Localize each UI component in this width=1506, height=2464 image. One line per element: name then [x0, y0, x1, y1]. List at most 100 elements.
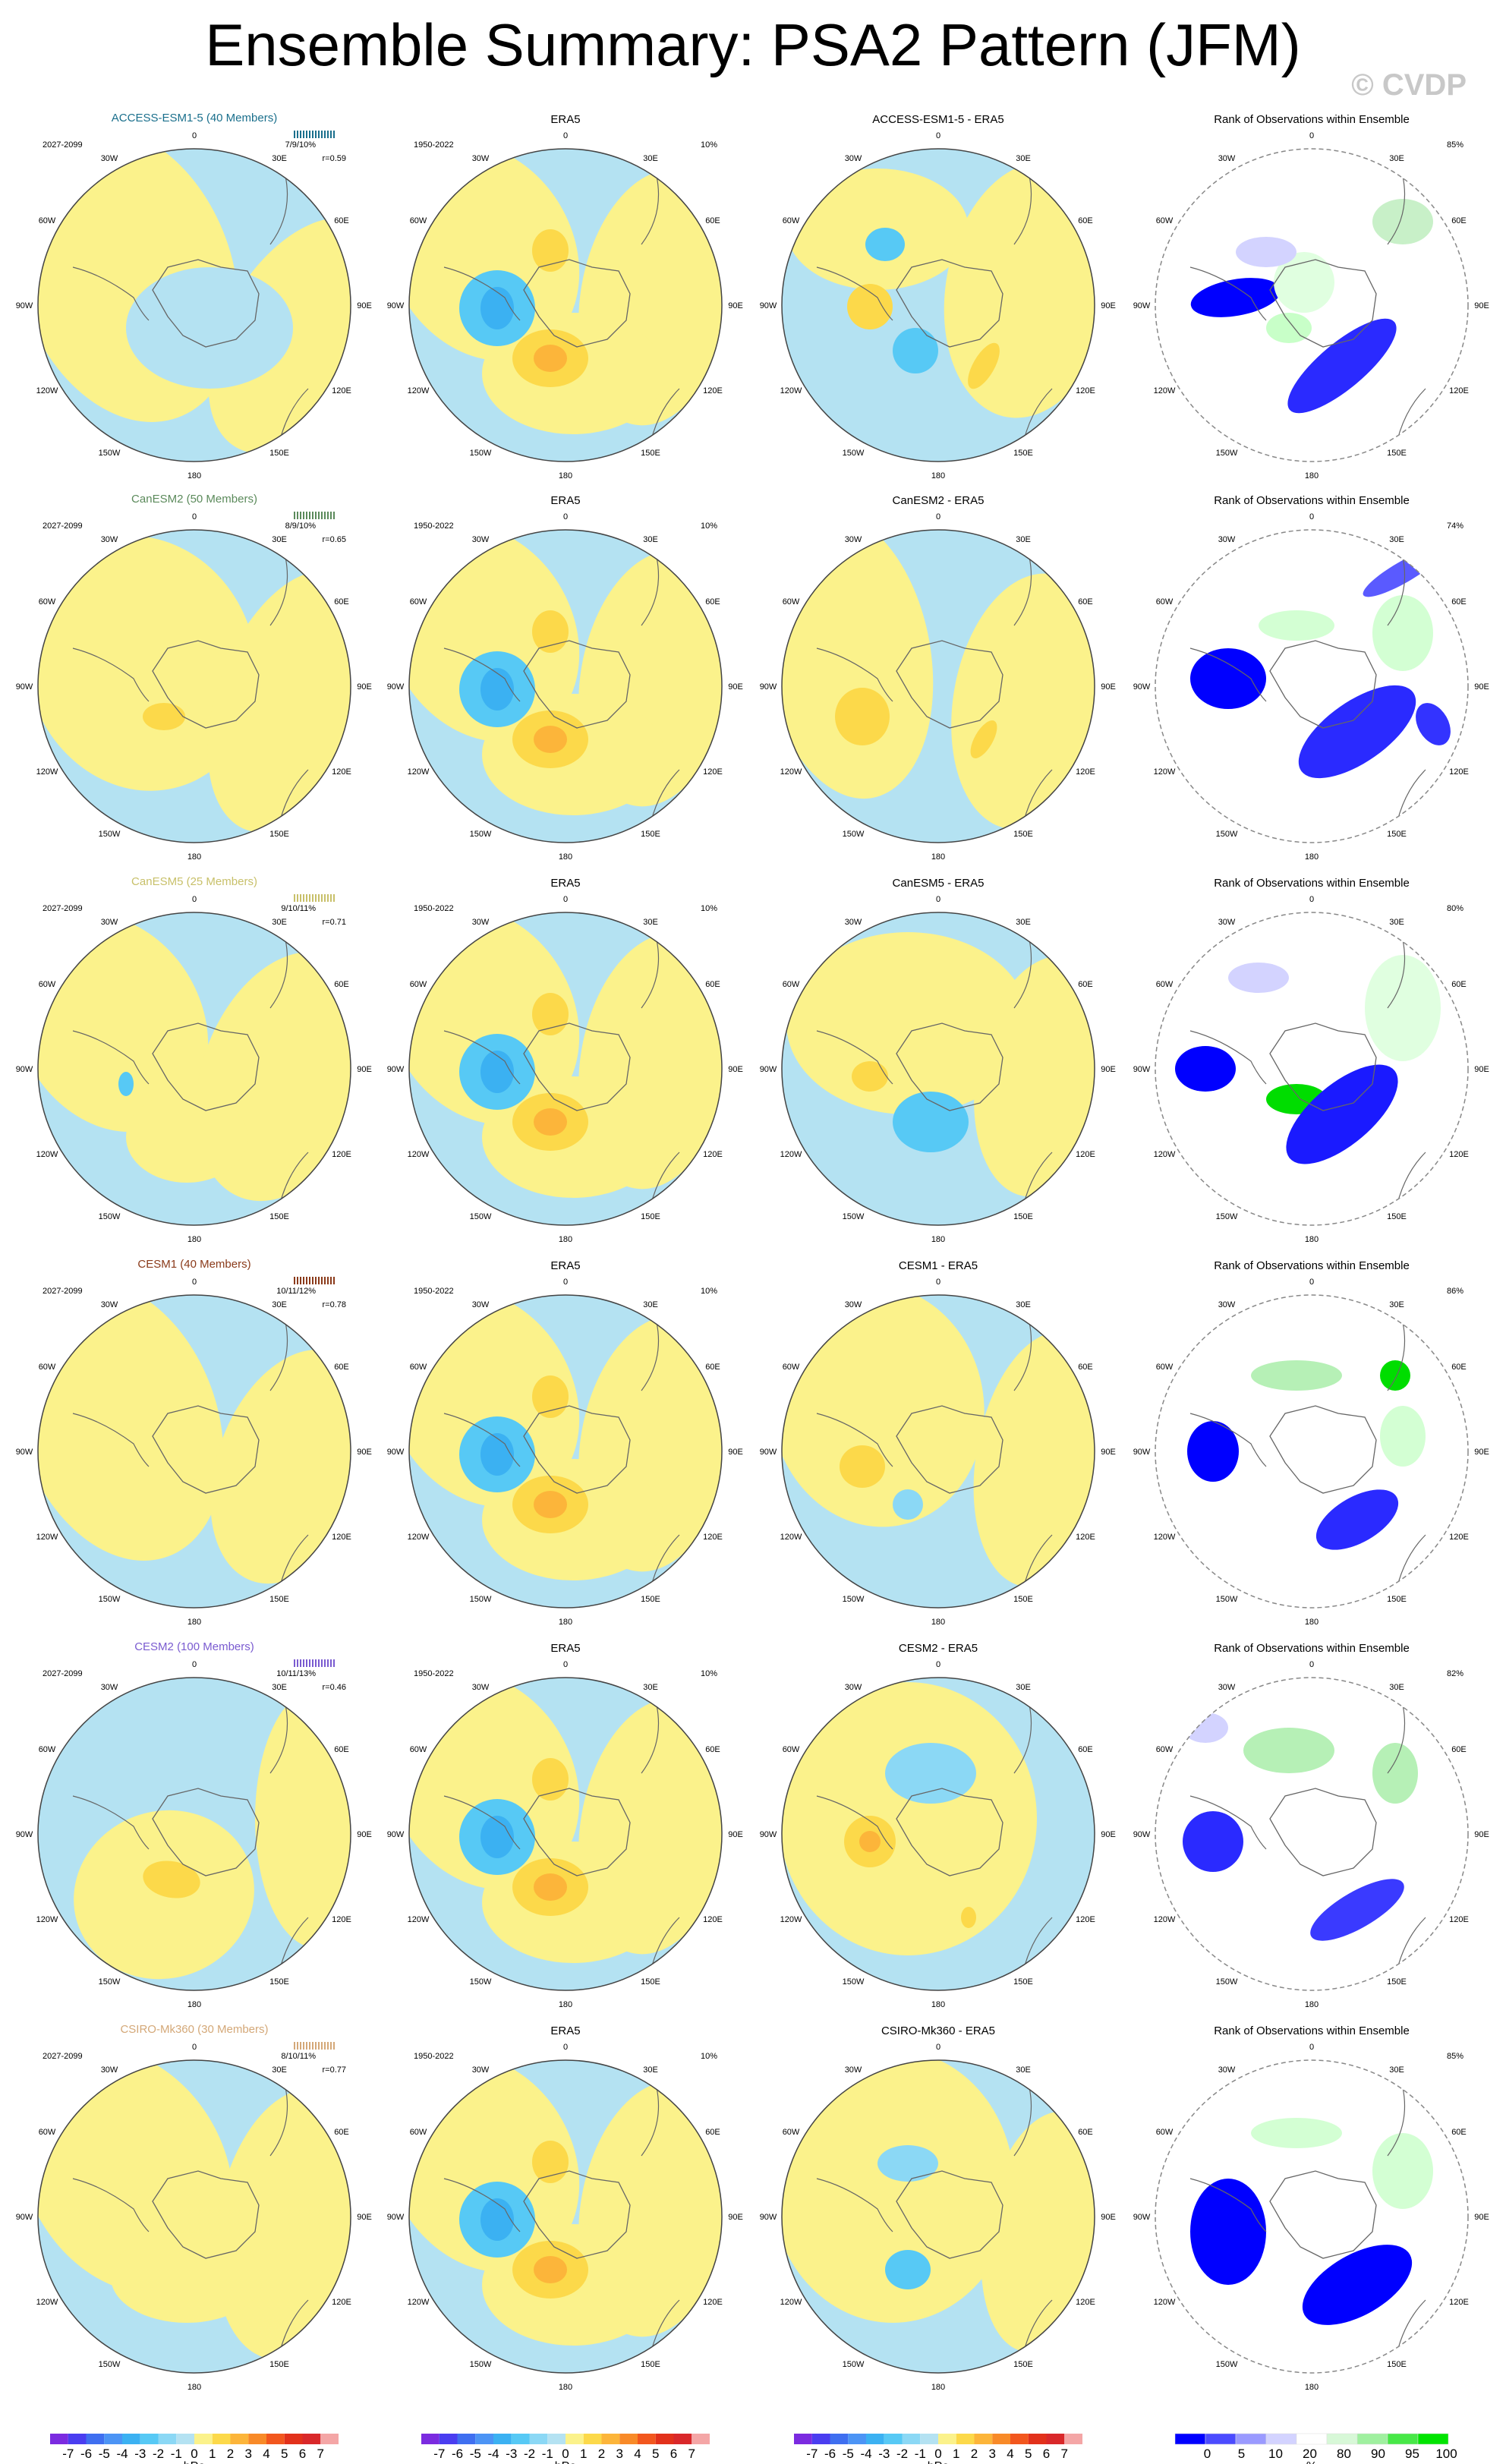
colorbar-label: 5	[1238, 2447, 1245, 2461]
obs-period: 1950-2022	[414, 904, 454, 913]
longitude-label: 90W	[760, 1830, 777, 1839]
longitude-label: 180	[187, 1618, 201, 1627]
longitude-label: 120W	[408, 1150, 430, 1159]
field-contour	[782, 2060, 1014, 2323]
longitude-label: 120E	[1076, 1150, 1095, 1159]
longitude-label: 90W	[1133, 1830, 1151, 1839]
colorbar-swatch	[547, 2434, 566, 2444]
longitude-label: 60E	[705, 216, 720, 225]
longitude-label: 30E	[643, 535, 658, 544]
longitude-label: 30E	[643, 918, 658, 927]
colorbar-label: 3	[616, 2447, 623, 2461]
model-panel: 0 30E 60E 90E 120E 150E 180 150W 120W 90W 60W 30W Ca…	[16, 493, 372, 862]
longitude-label: 60E	[705, 1745, 720, 1754]
field-contour	[1315, 1489, 1399, 1550]
colorbar-swatch	[529, 2434, 548, 2444]
field-contour	[893, 1092, 969, 1152]
colorbar-swatch	[493, 2434, 512, 2444]
difference-panel: 0 30E 60E 90E 120E 150E 180 150W 120W 90W 60W 30W Ca…	[760, 877, 1116, 1244]
antarctica-coastline	[896, 259, 1003, 348]
longitude-label: 0	[1309, 131, 1314, 140]
longitude-label: 30E	[1016, 1683, 1031, 1692]
colorbar-swatch	[122, 2434, 140, 2444]
longitude-label: 120E	[332, 386, 351, 395]
model-period: 2027-2099	[43, 1669, 83, 1678]
longitude-label: 30E	[643, 1300, 658, 1309]
colorbar-unit: hPa	[555, 2460, 577, 2464]
longitude-label: 90E	[728, 682, 743, 692]
longitude-label: 0	[192, 131, 197, 140]
antarctica-coastline	[523, 2170, 631, 2259]
longitude-label: 180	[187, 852, 201, 862]
model-stats: 8/9/10%	[285, 521, 317, 531]
colorbar-swatch	[1326, 2433, 1358, 2445]
field-contour	[1365, 955, 1441, 1061]
field-contour	[865, 228, 905, 261]
colorbar-label: 0	[562, 2447, 569, 2461]
obs-percent: 10%	[701, 1669, 717, 1678]
longitude-label: 120E	[1449, 1915, 1469, 1924]
longitude-label: 90E	[728, 2213, 743, 2222]
longitude-label: 0	[563, 512, 568, 521]
model-period: 2027-2099	[43, 2052, 83, 2061]
longitude-label: 90W	[387, 1830, 405, 1839]
longitude-label: 60E	[334, 216, 349, 225]
south-america-coastline	[1189, 1030, 1267, 1085]
longitude-label: 0	[192, 895, 197, 904]
colorbar-swatch	[938, 2434, 956, 2444]
longitude-label: 30W	[845, 2065, 862, 2075]
south-america-coastline	[443, 266, 521, 321]
longitude-label: 30E	[272, 918, 287, 927]
longitude-label: 150W	[470, 1977, 492, 1987]
longitude-label: 60E	[705, 2128, 720, 2137]
field-contour	[532, 1758, 569, 1801]
colorbar-swatch	[1205, 2433, 1237, 2445]
longitude-label: 90E	[1101, 1830, 1116, 1839]
map-field	[782, 1682, 1053, 1979]
longitude-label: 120E	[1076, 1533, 1095, 1542]
longitude-label: 90E	[1101, 1065, 1116, 1074]
model-stats: 10/11/12%	[276, 1287, 316, 1296]
field-contour	[532, 229, 569, 272]
field-contour	[893, 328, 938, 373]
longitude-label: 60W	[1156, 980, 1174, 989]
africa-coastline	[641, 939, 660, 1009]
longitude-label: 150W	[470, 1212, 492, 1221]
longitude-label: 30W	[101, 918, 118, 927]
longitude-label: 60W	[1156, 597, 1174, 607]
longitude-label: 120E	[1076, 386, 1095, 395]
longitude-label: 150W	[99, 1595, 121, 1604]
longitude-label: 60W	[410, 597, 427, 607]
rank-percent: 85%	[1447, 2052, 1463, 2061]
obs-panel: 0 30E 60E 90E 120E 150E 180 150W 120W 90W 60W 30W ER…	[387, 877, 743, 1244]
longitude-label: 60E	[1078, 1363, 1093, 1372]
map-border	[1155, 1294, 1469, 1609]
field-contour	[1236, 237, 1296, 267]
longitude-label: 60W	[783, 980, 800, 989]
longitude-label: 90W	[1133, 1065, 1151, 1074]
obs-panel: 0 30E 60E 90E 120E 150E 180 150W 120W 90W 60W 30W ER…	[387, 1259, 743, 1627]
colorbar-label: 90	[1371, 2447, 1385, 2461]
obs-panel: 0 30E 60E 90E 120E 150E 180 150W 120W 90W 60W 30W ER…	[387, 1642, 743, 2009]
map-field	[1175, 939, 1441, 1214]
colorbar-swatch	[1174, 2433, 1206, 2445]
antarctica-coastline	[896, 1405, 1003, 1494]
field-contour	[255, 1690, 351, 1948]
rank-title: Rank of Observations within Ensemble	[1214, 1642, 1410, 1655]
longitude-label: 60W	[783, 597, 800, 607]
longitude-label: 60W	[410, 1745, 427, 1754]
longitude-label: 120W	[36, 1150, 58, 1159]
colorbar-swatch	[794, 2434, 812, 2444]
obs-panel: 0 30E 60E 90E 120E 150E 180 150W 120W 90W 60W 30W ER…	[387, 2024, 743, 2392]
south-america-coastline	[816, 648, 893, 702]
model-panel: 0 30E 60E 90E 120E 150E 180 150W 120W 90W 60W 30W CE…	[16, 1258, 372, 1627]
field-contour	[1372, 199, 1433, 244]
colorbar-swatch	[284, 2434, 303, 2444]
colorbar-swatch	[104, 2434, 122, 2444]
longitude-label: 150E	[269, 449, 289, 458]
longitude-label: 90W	[760, 301, 777, 310]
field-contour	[1190, 278, 1281, 317]
obs-percent: 10%	[701, 521, 717, 531]
africa-coastline	[269, 1704, 288, 1774]
colorbar-label: -7	[433, 2447, 445, 2461]
